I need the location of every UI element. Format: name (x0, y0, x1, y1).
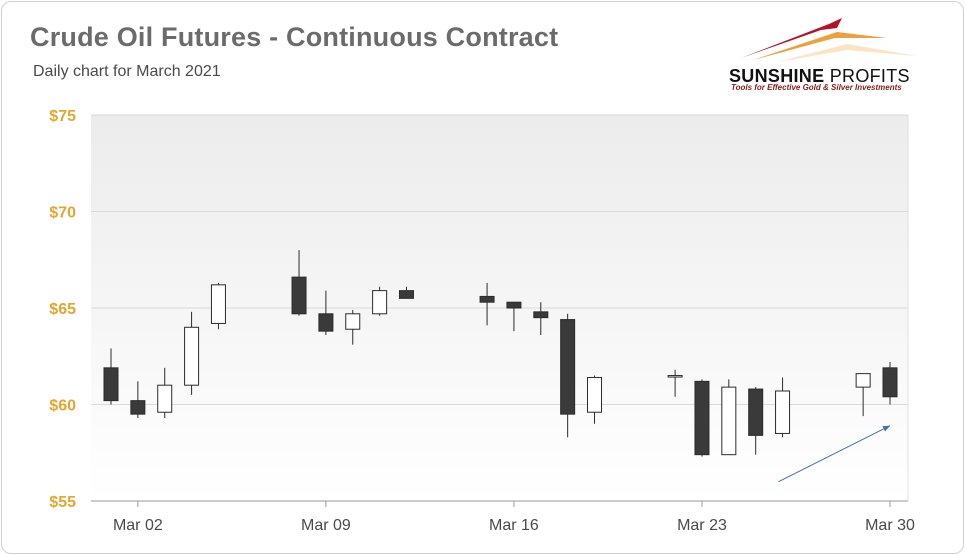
candle-body (587, 376, 603, 413)
candle (560, 313, 576, 438)
candle-body (210, 284, 226, 324)
candle (587, 375, 603, 424)
candle (398, 286, 414, 299)
y-tick-label: $70 (49, 205, 76, 222)
candle-body (882, 367, 898, 398)
candle (694, 379, 710, 457)
candle (721, 379, 737, 456)
candle (184, 311, 200, 395)
candle-body (775, 390, 791, 434)
candle (479, 282, 495, 326)
candle-body (694, 380, 710, 456)
candle (855, 373, 871, 417)
y-tick-label: $65 (49, 301, 76, 318)
x-axis: Mar 02 Mar 09 Mar 16 Mar 23 Mar 30 (113, 501, 915, 534)
candle-body (560, 319, 576, 415)
y-tick-label: $75 (49, 108, 76, 125)
candle (748, 387, 764, 455)
candle (345, 309, 361, 345)
candle-body (345, 313, 361, 330)
candles (103, 250, 898, 457)
candle (775, 377, 791, 438)
candle-body (398, 290, 414, 299)
candle (533, 302, 549, 336)
candle (130, 381, 146, 419)
candle-body (721, 386, 737, 456)
candle (372, 286, 388, 316)
trend-arrow (778, 425, 891, 483)
candle-body (479, 295, 495, 303)
y-tick-label: $60 (49, 398, 76, 415)
candle-body (748, 388, 764, 436)
logo-swoosh-icon (741, 18, 917, 62)
candle-body (667, 375, 683, 378)
candle-body (533, 311, 549, 319)
candle-body (157, 384, 173, 413)
logo-tagline: Tools for Effective Gold & Silver Invest… (731, 83, 902, 92)
x-tick-label: Mar 02 (113, 517, 163, 534)
chart-title: Crude Oil Futures - Continuous Contract (30, 22, 559, 52)
gridlines (91, 114, 909, 502)
candle (318, 290, 334, 336)
y-tick-label: $55 (49, 494, 76, 511)
y-axis: $55 $60 $65 $70 $75 (49, 108, 76, 511)
x-tick-label: Mar 16 (489, 517, 539, 534)
candle-body (103, 367, 119, 402)
sunshine-profits-logo: SUNSHINE PROFITS Tools for Effective Gol… (717, 16, 932, 101)
candle (157, 367, 173, 419)
candle-body (855, 373, 871, 388)
candle-body (372, 290, 388, 315)
logo-name: SUNSHINE PROFITS (729, 66, 910, 86)
annotations (778, 425, 891, 483)
candle-body (130, 400, 146, 415)
candle (103, 348, 119, 405)
candle-body (291, 276, 307, 315)
candle-body (184, 326, 200, 386)
candle (667, 369, 683, 397)
x-tick-label: Mar 23 (677, 517, 727, 534)
candle-body (318, 313, 334, 332)
candle (882, 362, 898, 405)
chart-subtitle: Daily chart for March 2021 (33, 63, 221, 80)
x-tick-label: Mar 09 (301, 517, 351, 534)
candle-body (506, 301, 522, 309)
x-tick-label: Mar 30 (865, 517, 915, 534)
candle (291, 250, 307, 316)
candle (210, 282, 226, 330)
candle (506, 301, 522, 332)
